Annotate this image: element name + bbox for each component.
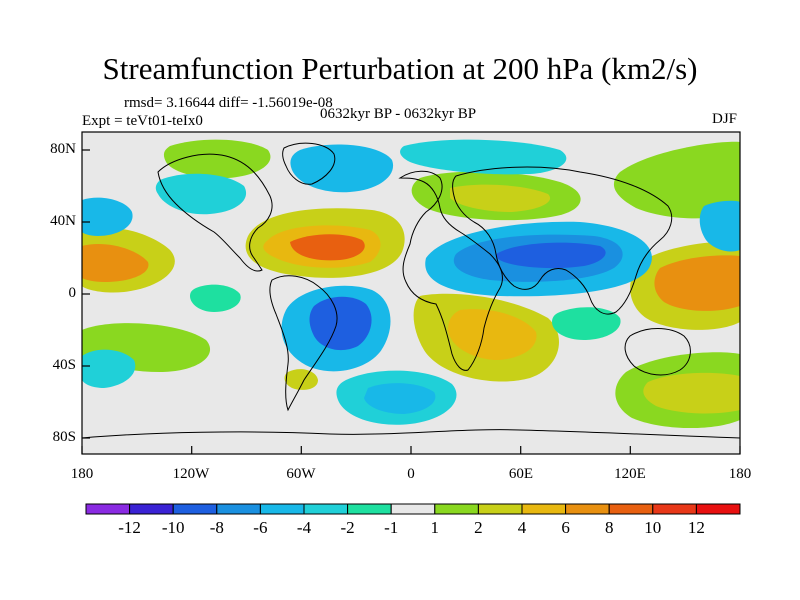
field-west-pacific-negative [82,197,133,236]
colorbar-label: -6 [253,518,268,537]
colorbar-box [477,503,523,515]
field-asia-core [495,242,606,269]
colorbar-box [347,503,392,515]
period-text: 0632kyr BP - 0632kyr BP [320,106,477,122]
y-tick-label: 40N [50,213,76,229]
field-india-negative [552,307,621,340]
field-south-pacific-negative [82,349,136,388]
colorbar-box [521,503,567,515]
colorbar-label: 2 [474,518,483,537]
colorbar-box [129,503,174,515]
axis-tick-marks [81,149,741,454]
field-south-atlantic-core [309,296,372,351]
colorbar-box [390,503,436,515]
field-ne-atlantic-peak [290,234,365,261]
field-east-pacific-core [654,255,740,311]
y-tick-label: 80S [52,429,76,445]
x-tick-label: 180 [728,466,752,482]
x-tick-label: 60E [508,466,534,482]
europe-africa-coast [398,170,503,371]
season-text: DJF [712,111,738,127]
colorbar-box [216,503,261,515]
field-tropical-negative [190,284,241,312]
x-tick-label: 120E [614,466,646,482]
colorbar-boxes [85,503,741,515]
australia-coast [624,328,691,376]
y-tick-label: 40S [52,357,76,373]
chart-title: Streamfunction Perturbation at 200 hPa (… [102,51,698,86]
colorbar-box [434,503,479,515]
x-tick-label: 180 [70,466,94,482]
field-south-america-positive [284,369,318,390]
field-arctic-negative [400,139,567,175]
colorbar-label: -8 [209,518,224,537]
field-canada-negative [155,173,247,215]
field-southern-ocean-core [364,383,436,414]
experiment-text: Expt = teVt01-teIx0 [82,113,203,129]
coastlines [82,142,740,439]
north-america-coast [157,153,273,272]
y-tick-label: 0 [68,285,77,301]
colorbar-box [85,503,131,515]
field-pacific-west-core [82,243,149,282]
colorbar-label: 12 [687,518,705,537]
colorbar-label: -12 [118,518,141,537]
field-north-atlantic-negative [290,144,394,193]
asia-coast [452,166,673,315]
colorbar-label: -1 [384,518,399,537]
colorbar-label: 1 [430,518,440,537]
colorbar-label: 10 [644,518,662,537]
x-tick-label: 0 [407,466,415,482]
colorbar-box [259,503,305,515]
field-africa-core [448,309,537,360]
y-tick-label: 80N [50,141,76,157]
field-north-pacific-positive [613,141,740,219]
colorbar-box [652,503,697,515]
field-eurasia-core [450,184,551,212]
south-america-coast [269,275,338,412]
colorbar-box [303,503,349,515]
colorbar-label: -2 [340,518,355,537]
colorbar-label: -4 [296,518,312,537]
antarctica-coast [82,429,740,439]
colorbar-box [608,503,654,515]
contour-fields [82,139,740,429]
colorbar-box [695,503,741,515]
x-tick-label: 120W [172,466,210,482]
colorbar-label: -10 [161,518,185,537]
colorbar-label: 8 [604,518,614,537]
colorbar-label: 4 [517,518,527,537]
greenland-coast [282,142,336,185]
stats-text: rmsd= 3.16644 diff= -1.56019e-08 [124,95,333,111]
colorbar-box [172,503,218,515]
colorbar-box [565,503,610,515]
field-arctic-positive [163,139,271,179]
colorbar-label: 6 [561,518,570,537]
x-tick-label: 60W [286,466,316,482]
field-east-edge-negative [699,200,740,252]
field-south-pacific-core [643,372,740,414]
